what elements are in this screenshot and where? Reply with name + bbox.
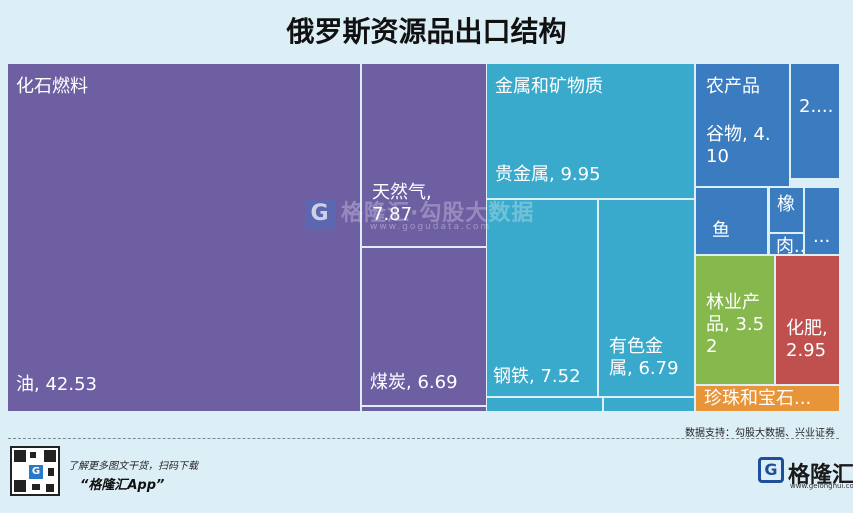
treemap-cell-煤炭: 煤炭, 6.69 — [362, 248, 486, 405]
promo-text: 了解更多图文干货，扫码下载 — [68, 461, 198, 472]
treemap-cell-other-3 — [362, 407, 486, 411]
treemap-chart: 油, 42.53 天然气, 7.87 煤炭, 6.69 贵金属, 9.95 钢铁, 7.… — [8, 64, 839, 411]
treemap-label: ... — [813, 226, 831, 247]
treemap-label: 谷物, 4.10 — [706, 124, 771, 167]
treemap-cell-肉: 肉... — [770, 234, 803, 254]
treemap-cell-橡: 橡 — [770, 188, 803, 232]
promo-app-name: “格隆汇App” — [80, 478, 165, 493]
treemap-label: 2.... — [799, 96, 834, 117]
qr-code[interactable]: G — [10, 446, 60, 496]
treemap-label: 珍珠和宝石... — [704, 388, 812, 409]
treemap-cell-贵金属: 贵金属, 9.95 — [487, 64, 694, 198]
treemap-group-label: 金属和矿物质 — [495, 76, 603, 97]
treemap-cell-other-14: ... — [805, 188, 839, 254]
treemap-cell-天然气: 天然气, 7.87 — [362, 64, 486, 246]
treemap-cell-珍珠和宝石: 珍珠和宝石... — [696, 386, 839, 411]
treemap-cell-other-7 — [487, 398, 602, 411]
treemap-cell-林业产品: 林业产品, 3.52 — [696, 256, 774, 384]
brand-url: www.gelonghui.com — [790, 482, 853, 490]
watermark: G 格隆汇·勾股大数据 — [305, 195, 534, 229]
treemap-label: 钢铁, 7.52 — [493, 366, 581, 387]
treemap-label: 化肥, 2.95 — [786, 318, 828, 361]
treemap-cell-油籽: 2.... — [791, 64, 839, 178]
treemap-group-label: 农产品 — [706, 76, 760, 97]
treemap-cell-鱼: 鱼 — [696, 188, 767, 254]
watermark-text: 格隆汇·勾股大数据 — [341, 201, 535, 226]
treemap-group-label: 化石燃料 — [16, 76, 88, 97]
treemap-label: 橡 — [777, 194, 795, 215]
treemap-cell-化肥: 化肥, 2.95 — [776, 256, 839, 384]
treemap-label: 有色金属, 6.79 — [609, 336, 679, 379]
treemap-label: 肉... — [776, 236, 803, 254]
treemap-cell-有色金属: 有色金属, 6.79 — [599, 200, 694, 396]
treemap-label: 煤炭, 6.69 — [370, 372, 458, 393]
treemap-label: 油, 42.53 — [16, 374, 97, 395]
brand-name: 格隆汇 — [788, 463, 853, 488]
treemap-cell-油: 油, 42.53 — [8, 64, 360, 411]
treemap-cell-other-8 — [604, 398, 694, 411]
treemap-label: 贵金属, 9.95 — [495, 164, 601, 185]
qr-logo-icon: G — [29, 465, 43, 479]
treemap-cell-谷物: 谷物, 4.10 — [696, 64, 789, 186]
treemap-label: 鱼 — [712, 220, 730, 241]
treemap-cell-钢铁: 钢铁, 7.52 — [487, 200, 597, 396]
data-source: 数据支持：勾股大数据、兴业证券 — [685, 428, 835, 439]
chart-title: 俄罗斯资源品出口结构 — [286, 15, 567, 48]
watermark-logo-icon: G — [305, 199, 335, 229]
watermark-url: www.gogudata.com — [370, 222, 492, 232]
divider — [8, 438, 839, 439]
treemap-label: 林业产品, 3.52 — [706, 292, 765, 357]
brand-g-icon: G — [758, 457, 784, 483]
treemap-label: 天然气, 7.87 — [372, 182, 432, 225]
